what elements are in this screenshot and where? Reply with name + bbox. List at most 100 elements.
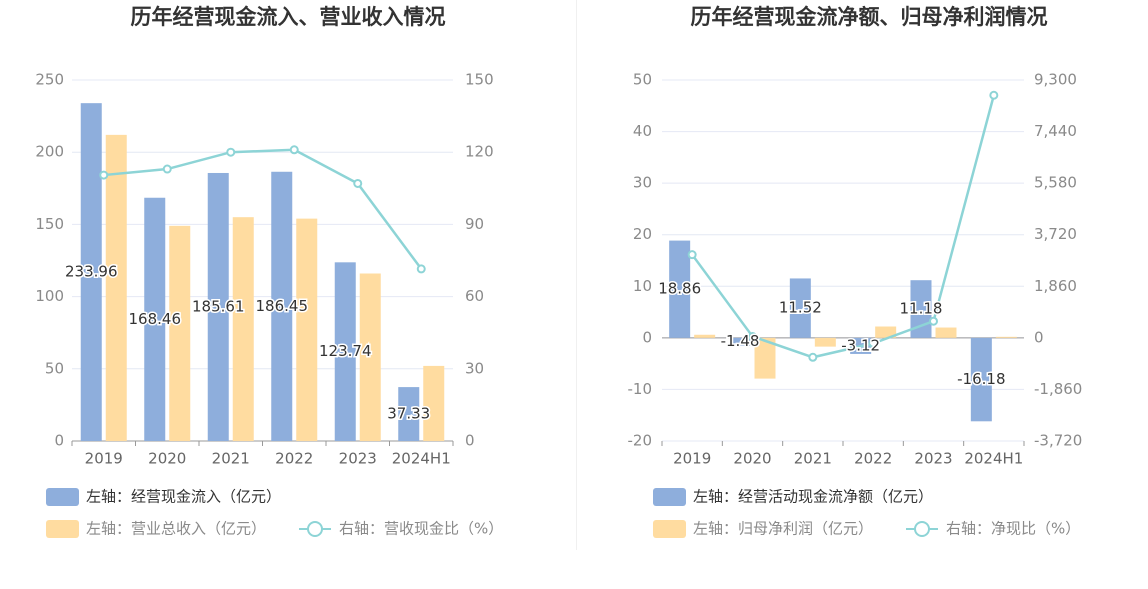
bar-secondary [875, 326, 897, 338]
bar-secondary [169, 225, 191, 441]
legend-label: 左轴：归母净利润（亿元） [693, 520, 873, 538]
bar-data-label: 233.96 [65, 263, 118, 281]
left-axis-tick: -10 [628, 380, 653, 398]
x-axis-tick-label: 2023 [339, 450, 377, 468]
bar-primary [144, 197, 166, 441]
x-axis-tick-label: 2022 [275, 450, 313, 468]
bar-data-label: 18.86 [658, 280, 701, 298]
left-axis-tick: 200 [35, 143, 64, 161]
left-axis-tick: 10 [633, 277, 652, 295]
right-axis-tick: 90 [465, 215, 484, 233]
legend-label: 左轴：营业总收入（亿元） [86, 520, 266, 538]
right-axis-tick: -3,720 [1034, 432, 1082, 450]
legend-line-marker [307, 521, 323, 537]
bar-primary [398, 387, 420, 441]
x-axis-tick-label: 2019 [85, 450, 123, 468]
ratio-line [691, 94, 996, 359]
bar-data-label: -1.48 [721, 332, 760, 350]
right-axis-tick: 3,720 [1034, 225, 1077, 243]
left-axis-tick: 20 [633, 225, 652, 243]
x-axis-tick-label: 2022 [854, 450, 892, 468]
bar-data-label: 185.61 [192, 297, 245, 315]
bar-primary [669, 240, 691, 338]
right-axis-tick: 60 [465, 287, 484, 305]
right-axis-tick: 0 [1034, 328, 1044, 346]
bar-data-label: 186.45 [256, 297, 309, 315]
x-axis-tick-label: 2021 [794, 450, 832, 468]
x-axis-tick-label: 2023 [914, 450, 952, 468]
right-axis-tick: -1,860 [1034, 380, 1082, 398]
left-axis-tick: 40 [633, 122, 652, 140]
ratio-line-point [687, 250, 697, 260]
left-axis-tick: 150 [35, 215, 64, 233]
ratio-line-point [226, 147, 236, 157]
bar-primary [80, 103, 102, 442]
ratio-line-point [289, 145, 299, 155]
bar-secondary [694, 334, 716, 338]
chart-net-cash-profit: 历年经营现金流净额、归母净利润情况 -20 -10 0 10 20 30 40 50 -3,720… [628, 5, 1082, 538]
chart-title: 历年经营现金流入、营业收入情况 [131, 5, 446, 29]
bar-data-label: 11.18 [900, 300, 943, 318]
left-axis-tick: 100 [35, 287, 64, 305]
ratio-line-point [808, 352, 818, 362]
ratio-line-point [353, 178, 363, 188]
left-axis-tick: 250 [35, 71, 64, 89]
bar-data-label: 123.74 [319, 342, 372, 360]
legend-label: 右轴：净现比（%） [946, 520, 1080, 538]
bar-secondary [105, 134, 127, 441]
bar-secondary [232, 217, 254, 441]
bar-secondary [754, 337, 776, 379]
ratio-line-point [929, 316, 938, 326]
bar-primary [271, 171, 293, 441]
right-axis-tick: 1,860 [1034, 277, 1077, 295]
ratio-line-point [748, 331, 757, 341]
x-axis-tick-label: 2020 [733, 450, 771, 468]
right-axis-tick: 30 [465, 359, 484, 377]
panel-divider [576, 0, 577, 550]
chart-cash-inflow-revenue: 历年经营现金流入、营业收入情况 0 50 100 150 200 250 0 30 60 90 120… [35, 5, 503, 538]
legend-label: 右轴：营收现金比（%） [339, 520, 503, 538]
legend-line-marker [914, 521, 930, 537]
x-axis-tick-label: 2021 [212, 450, 250, 468]
right-axis-tick: 120 [465, 143, 494, 161]
right-axis-tick: 5,580 [1034, 174, 1077, 192]
right-axis-tick: 7,440 [1034, 122, 1077, 140]
ratio-line-point [868, 338, 878, 348]
ratio-line-point [99, 170, 109, 180]
ratio-line-point [989, 90, 999, 100]
chart-panel-cash-inflow: 历年经营现金流入、营业收入情况 0 50 100 150 200 250 0 30 60 90 120… [35, 5, 503, 538]
chart-panel-net-cash: 历年经营现金流净额、归母净利润情况 -20 -10 0 10 20 30 40 50 -3,720… [578, 0, 1148, 589]
bar-data-label: 11.52 [779, 299, 822, 317]
bar-secondary [359, 273, 381, 441]
legend-swatch-primary [653, 488, 686, 506]
legend-swatch-secondary [46, 520, 79, 538]
bar-secondary [814, 337, 836, 347]
left-axis-tick: 50 [45, 359, 64, 377]
left-axis-tick: 50 [633, 71, 652, 89]
left-axis-tick: 0 [54, 432, 64, 450]
bar-data-label: 37.33 [387, 405, 430, 423]
bar-primary [789, 278, 811, 338]
bar-data-label: -3.12 [841, 336, 880, 354]
x-axis-tick-label: 2024H1 [392, 450, 451, 468]
bar-primary [729, 337, 751, 346]
x-axis-tick-label: 2024H1 [964, 450, 1023, 468]
bar-primary [334, 262, 356, 441]
right-axis-tick: 0 [465, 432, 475, 450]
ratio-line-point [416, 264, 426, 274]
x-axis-tick-label: 2019 [673, 450, 711, 468]
legend-label: 左轴：经营现金流入（亿元） [86, 488, 281, 506]
left-axis-tick: 30 [633, 174, 652, 192]
right-axis-tick: 9,300 [1034, 71, 1077, 89]
x-axis-tick-label: 2020 [148, 450, 186, 468]
left-axis-tick: 0 [642, 328, 652, 346]
left-axis-tick: -20 [628, 432, 653, 450]
bar-primary [207, 172, 229, 441]
right-axis-tick: 150 [465, 71, 494, 89]
bar-secondary [423, 365, 445, 441]
bar-data-label: 168.46 [129, 310, 182, 328]
ratio-line [103, 148, 423, 270]
bar-secondary [296, 218, 318, 441]
chart-title: 历年经营现金流净额、归母净利润情况 [691, 5, 1048, 29]
legend-label: 左轴：经营活动现金流净额（亿元） [693, 488, 933, 506]
